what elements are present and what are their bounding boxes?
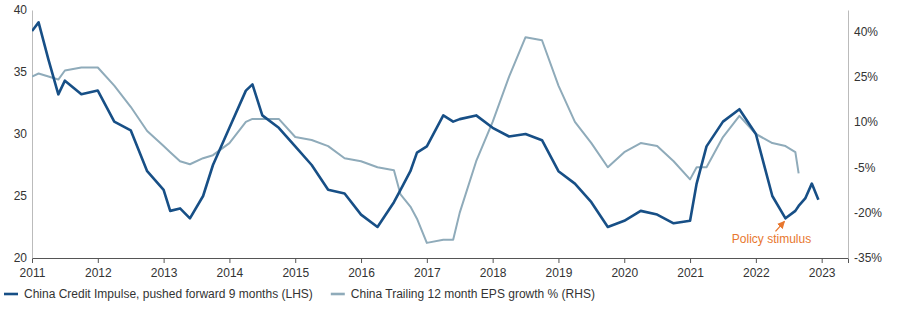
- tick: 2012: [85, 258, 112, 280]
- tick-label: 2017: [414, 266, 441, 280]
- tick-label: 2013: [151, 266, 178, 280]
- tick: 2023: [809, 258, 836, 280]
- tick: 35: [14, 65, 32, 79]
- tick: 2015: [282, 258, 309, 280]
- tick-label: 25: [14, 189, 28, 203]
- tick-label: -35%: [854, 251, 882, 265]
- axis-line: [32, 11, 33, 259]
- axis-line: [33, 259, 849, 264]
- tick: 30: [14, 127, 32, 141]
- tick: 2019: [546, 258, 573, 280]
- tick: 10%: [848, 115, 878, 129]
- tick-label: 2023: [809, 266, 836, 280]
- series-line: [32, 22, 818, 227]
- tick-mark: [690, 258, 691, 263]
- tick-label: 2019: [546, 266, 573, 280]
- tick-label: 2018: [480, 266, 507, 280]
- annotation-arrow: [775, 221, 784, 231]
- annotation: Policy stimulus: [732, 232, 811, 246]
- tick-mark: [624, 258, 625, 263]
- tick-mark: [164, 258, 165, 263]
- tick-mark: [32, 258, 33, 263]
- series-line: [32, 37, 799, 243]
- chart: 2011201220132014201520162017201820192020…: [0, 0, 900, 309]
- tick-label: 30: [14, 127, 28, 141]
- x-axis: 2011 2012 2013 2014 2015 2016 2017 2018 2019 2020…: [20, 258, 849, 280]
- tick-label: 2014: [217, 266, 244, 280]
- tick: 2020: [611, 258, 638, 280]
- legend-label: China Credit Impulse, pushed forward 9 m…: [24, 287, 313, 301]
- legend: China Credit Impulse, pushed forward 9 m…: [4, 287, 595, 301]
- y2-axis: -35% -20% -5% 10% 25% 40%: [848, 11, 882, 266]
- tick-mark: [295, 258, 296, 263]
- tick: 25%: [848, 70, 878, 84]
- axis-line: [848, 11, 849, 259]
- tick: 2021: [677, 258, 704, 280]
- tick-mark: [822, 258, 823, 263]
- tick: 2016: [348, 258, 375, 280]
- legend-swatch: [331, 293, 345, 296]
- legend-swatch: [4, 293, 18, 296]
- tick-label: -5%: [854, 161, 876, 175]
- tick-mark: [493, 258, 494, 263]
- tick: 20: [14, 251, 32, 265]
- tick-mark: [98, 258, 99, 263]
- tick-label: 25%: [854, 70, 878, 84]
- tick-label: 35: [14, 65, 28, 79]
- tick-label: 2011: [20, 266, 46, 280]
- tick-label: 2015: [282, 266, 309, 280]
- tick: 2014: [217, 258, 244, 280]
- tick: -20%: [848, 206, 882, 220]
- tick: -5%: [848, 161, 876, 175]
- tick-label: 10%: [854, 115, 878, 129]
- tick-label: 2016: [348, 266, 375, 280]
- tick-label: -20%: [854, 206, 882, 220]
- tick-mark: [361, 258, 362, 263]
- tick-label: 2012: [85, 266, 112, 280]
- tick-label: 20: [14, 251, 28, 265]
- tick: 40%: [848, 25, 878, 39]
- legend-label: China Trailing 12 month EPS growth % (RH…: [351, 287, 595, 301]
- y-axis: 20 25 30 35 40: [14, 3, 33, 265]
- tick: 2018: [480, 258, 507, 280]
- tick-label: 40: [14, 3, 28, 17]
- tick-mark: [756, 258, 757, 263]
- tick-label: 2020: [611, 266, 638, 280]
- tick: 2017: [414, 258, 441, 280]
- tick: 40: [14, 3, 32, 17]
- tick-label: 40%: [854, 25, 878, 39]
- tick: 25: [14, 189, 32, 203]
- tick-mark: [229, 258, 230, 263]
- plot-area: [32, 22, 818, 242]
- tick-label: 2022: [743, 266, 770, 280]
- tick: 2022: [743, 258, 770, 280]
- tick-label: 2021: [677, 266, 704, 280]
- tick: 2013: [151, 258, 178, 280]
- tick-mark: [427, 258, 428, 263]
- tick-mark: [558, 258, 559, 263]
- tick: -35%: [848, 251, 882, 265]
